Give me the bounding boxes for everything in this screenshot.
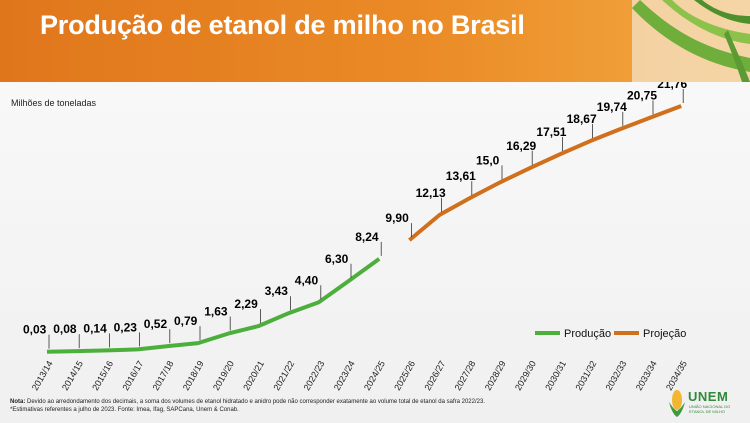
x-tick-label: 2013/14 — [30, 359, 55, 392]
unem-logo: UNEM UNIÃO NACIONAL DO ETANOL DE MILHO — [668, 386, 738, 420]
x-tick-label: 2018/19 — [181, 359, 206, 392]
footnote: Nota: Devido ao arredondamento dos decim… — [10, 398, 650, 414]
corn-logo-icon — [669, 390, 685, 417]
x-tick-label: 2026/27 — [422, 359, 447, 392]
x-tick-label: 2025/26 — [392, 359, 417, 392]
data-label: 19,74 — [597, 100, 627, 114]
x-tick-label: 2022/23 — [302, 359, 327, 392]
data-label: 0,14 — [83, 321, 107, 335]
data-label: 9,90 — [385, 211, 409, 225]
x-tick-label: 2016/17 — [120, 359, 145, 392]
data-label: 13,61 — [446, 169, 476, 183]
data-label: 20,75 — [627, 88, 657, 102]
data-label: 0,79 — [174, 314, 198, 328]
x-tick-label: 2014/15 — [60, 359, 85, 392]
data-label: 8,24 — [355, 230, 379, 244]
x-tick-label: 2017/18 — [151, 359, 176, 392]
footnote-source: *Estimativas referentes a julho de 2023.… — [10, 407, 239, 413]
data-label: 6,30 — [325, 252, 349, 266]
legend-label-projection: Projeção — [643, 328, 686, 340]
data-label: 17,51 — [536, 125, 566, 139]
data-label: 0,23 — [114, 320, 138, 334]
x-tick-label: 2023/24 — [332, 359, 357, 392]
x-tick-label: 2020/21 — [241, 359, 266, 392]
x-tick-label: 2027/28 — [453, 359, 478, 392]
x-tick-label: 2021/22 — [271, 359, 296, 392]
legend: Produção Projeção — [535, 328, 686, 340]
data-label: 21,76 — [657, 82, 687, 91]
data-label: 0,52 — [144, 317, 168, 331]
data-label: 15,0 — [476, 153, 500, 167]
line-chart: 0,03 0,08 0,14 0,23 0,52 0,79 1,63 2,29 3,43 4,40… — [23, 82, 689, 392]
y-axis-label: Milhões de toneladas — [11, 98, 97, 108]
series-line-projection — [408, 104, 682, 242]
data-label: 12,13 — [416, 186, 446, 200]
x-tick-label: 2029/30 — [513, 359, 538, 392]
x-tick-label: 2033/34 — [634, 359, 659, 392]
data-label: 16,29 — [506, 139, 536, 153]
data-label: 0,03 — [23, 323, 47, 337]
x-tick-label: 2030/31 — [543, 359, 568, 392]
footnote-text: Devido ao arredondamento dos decimais, a… — [25, 399, 485, 405]
footnote-label: Nota: — [10, 399, 26, 405]
corn-leaf-icon — [632, 0, 750, 82]
x-tick-label: 2032/33 — [604, 359, 629, 392]
x-tick-label: 2028/29 — [483, 359, 508, 392]
title-banner: Produção de etanol de milho no Brasil — [0, 0, 750, 82]
data-label: 4,40 — [295, 273, 319, 287]
x-tick-label: 2019/20 — [211, 359, 236, 392]
data-labels: 0,03 0,08 0,14 0,23 0,52 0,79 1,63 2,29 3,43 4,40… — [23, 82, 688, 349]
data-label: 0,08 — [53, 322, 77, 336]
data-label: 1,63 — [204, 305, 228, 319]
legend-label-production: Produção — [564, 328, 611, 340]
x-tick-label: 2024/25 — [362, 359, 387, 392]
x-tick-label: 2015/16 — [90, 359, 115, 392]
logo-subtitle: UNIÃO NACIONAL DO ETANOL DE MILHO — [689, 404, 731, 414]
series-line-production — [46, 257, 381, 354]
data-label: 2,29 — [234, 297, 258, 311]
x-tick-label: 2031/32 — [573, 359, 598, 392]
series-lines — [46, 104, 682, 354]
logo-name: UNEM — [688, 389, 729, 404]
x-axis-ticks: 2013/14 2014/15 2015/16 2016/17 2017/18 2018/… — [30, 359, 689, 392]
page-title: Produção de etanol de milho no Brasil — [40, 10, 525, 40]
data-label: 3,43 — [265, 284, 289, 298]
data-label: 18,67 — [567, 112, 597, 126]
